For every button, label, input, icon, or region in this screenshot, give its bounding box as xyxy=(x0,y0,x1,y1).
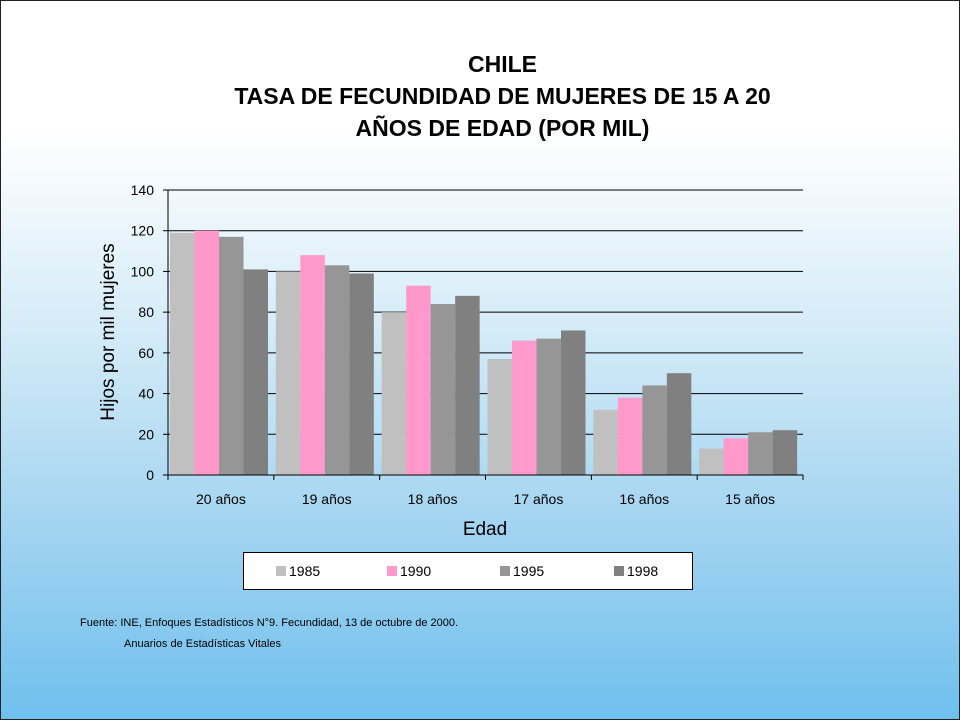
legend-label: 1985 xyxy=(289,563,321,579)
legend-swatch xyxy=(387,566,397,576)
y-tick-label: 0 xyxy=(146,467,154,483)
bar-1998-4 xyxy=(666,373,692,475)
source-line2: Anuarios de Estadísticas Vitales xyxy=(124,638,281,650)
legend: 1985 1990 1995 1998 xyxy=(243,552,693,590)
bar-1998-0 xyxy=(243,269,268,475)
bar-1990-3 xyxy=(512,340,537,475)
bar-1998-2 xyxy=(455,295,480,475)
bar-1985-1 xyxy=(275,271,301,475)
x-tick-label: 20 años xyxy=(196,491,246,507)
bar-1990-2 xyxy=(406,285,431,475)
x-tick-label: 17 años xyxy=(514,491,564,507)
legend-swatch xyxy=(614,566,624,576)
x-axis-title: Edad xyxy=(463,519,507,540)
legend-item-1998: 1998 xyxy=(614,563,658,579)
legend-label: 1995 xyxy=(513,563,545,579)
y-tick-label: 120 xyxy=(131,223,155,239)
bar-1985-2 xyxy=(381,312,407,475)
bar-1995-3 xyxy=(536,338,561,475)
chart-title-line1: CHILE xyxy=(468,51,537,77)
bar-1995-2 xyxy=(430,304,456,475)
legend-label: 1990 xyxy=(400,563,432,579)
x-tick-label: 15 años xyxy=(725,491,775,507)
bar-1990-0 xyxy=(194,230,219,475)
bar-1990-1 xyxy=(300,255,325,475)
y-tick-label: 140 xyxy=(131,182,155,198)
y-tick-label: 80 xyxy=(138,304,154,320)
bar-1995-4 xyxy=(642,385,667,475)
bar-1985-5 xyxy=(699,448,724,475)
x-tick-label: 19 años xyxy=(302,491,352,507)
legend-item-1990: 1990 xyxy=(387,563,431,579)
bar-1995-1 xyxy=(324,265,350,475)
bar-1998-5 xyxy=(772,430,798,475)
bar-1998-3 xyxy=(561,330,586,475)
bar-1985-0 xyxy=(170,232,195,475)
y-tick-label: 40 xyxy=(138,386,154,402)
gridlines xyxy=(168,189,803,435)
legend-swatch xyxy=(276,566,286,576)
legend-swatch xyxy=(500,566,510,576)
bar-1990-4 xyxy=(617,397,643,475)
legend-label: 1998 xyxy=(627,563,659,579)
chart-title-line3: AÑOS DE EDAD (POR MIL) xyxy=(355,115,650,141)
bar-1985-4 xyxy=(593,409,618,475)
legend-item-1985: 1985 xyxy=(276,563,320,579)
y-axis-title: Hijos por mil mujeres xyxy=(98,243,119,420)
source-line1: Fuente: INE, Enfoques Estadísticos N°9. … xyxy=(80,617,459,629)
axes: 0 20 40 60 80 100 120 140 20 años 19 años 18 años 1… xyxy=(131,182,804,507)
x-tick-label: 18 años xyxy=(408,491,458,507)
bar-1998-1 xyxy=(349,273,374,475)
y-tick-label: 20 xyxy=(138,426,154,442)
bar-1995-5 xyxy=(748,432,773,475)
chart-title-line2: TASA DE FECUNDIDAD DE MUJERES DE 15 A 20 xyxy=(234,83,771,109)
bar-1995-0 xyxy=(219,236,244,475)
bar-1985-3 xyxy=(487,358,512,475)
legend-item-1995: 1995 xyxy=(500,563,544,579)
bar-1990-5 xyxy=(723,438,749,475)
x-tick-label: 16 años xyxy=(619,491,669,507)
y-tick-label: 60 xyxy=(138,345,154,361)
y-tick-label: 100 xyxy=(131,263,155,279)
bars xyxy=(170,230,798,475)
